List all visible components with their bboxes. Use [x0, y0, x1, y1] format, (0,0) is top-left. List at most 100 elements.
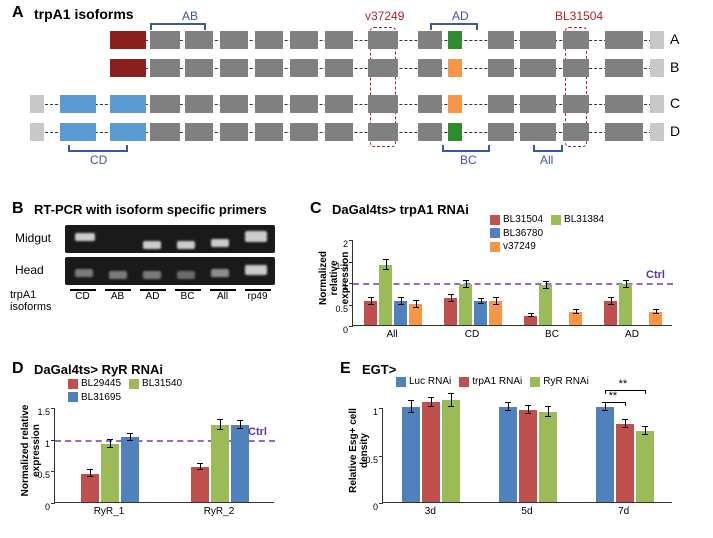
exon-gray: [325, 95, 353, 113]
dashed-v37249-label: v37249: [365, 9, 404, 23]
sig-bracket: [605, 390, 645, 391]
exon-gray: [290, 95, 318, 113]
chart-e: ****00.51Relative Esg+ celldensity3d5d7d…: [340, 362, 700, 522]
exon-gray: [368, 95, 398, 113]
error-cap: [408, 400, 414, 401]
bar: [211, 425, 229, 502]
exon-gray: [520, 59, 556, 77]
bar: [101, 444, 119, 502]
error-cap: [642, 434, 648, 435]
exon-colored: [448, 123, 462, 141]
ctrl-label: Ctrl: [248, 426, 267, 438]
bar: [539, 412, 557, 502]
chart-d: 00.511.5Normalized relativeexpressionCtr…: [12, 362, 312, 522]
exon-gray: [520, 123, 556, 141]
error-cap: [107, 439, 113, 440]
exon-gray: [488, 95, 514, 113]
exon-gray: [325, 59, 353, 77]
error-cap: [197, 463, 203, 464]
exon-gray: [185, 95, 213, 113]
bracket-ad: [430, 23, 478, 30]
legend-swatch: [68, 379, 78, 389]
error-cap: [398, 304, 404, 305]
error-cap: [217, 419, 223, 420]
error-cap: [545, 406, 551, 407]
exon-tail: [650, 95, 664, 113]
legend: BL29445BL31540BL31695: [68, 378, 268, 405]
sig-label: **: [609, 390, 618, 402]
exon-gray: [563, 31, 589, 49]
error-cap: [608, 304, 614, 305]
exon-blue: [60, 123, 96, 141]
lane-label: AD: [138, 291, 168, 302]
x-group-label: RyR_1: [54, 506, 164, 517]
exon-gray: [150, 95, 180, 113]
exon-red: [110, 31, 146, 49]
legend-swatch: [490, 228, 500, 238]
x-group-label: 3d: [382, 506, 479, 517]
error-cap: [408, 412, 414, 413]
bracket-ab: [150, 23, 206, 30]
bar: [474, 301, 487, 325]
gel-band: [143, 241, 161, 249]
bracket-bc: [442, 145, 490, 152]
bracket-ab-label: AB: [182, 9, 198, 23]
bar: [596, 407, 614, 502]
error-cap: [413, 307, 419, 308]
gel-band: [211, 269, 229, 277]
error-cap: [653, 313, 659, 314]
error-cap: [197, 469, 203, 470]
error-cap: [463, 280, 469, 281]
axes: [54, 408, 274, 503]
bar: [121, 437, 139, 502]
exon-gray: [150, 123, 180, 141]
legend-swatch: [530, 377, 540, 387]
bar: [81, 474, 99, 503]
iso-label-d: D: [670, 123, 703, 139]
x-group-label: BC: [512, 329, 592, 340]
error-cap: [127, 440, 133, 441]
bar: [422, 402, 440, 502]
error-cap: [505, 402, 511, 403]
error-cap: [428, 406, 434, 407]
gel-band: [143, 271, 161, 279]
legend-item: BL36780: [490, 228, 543, 239]
bar: [442, 400, 460, 502]
bar: [379, 265, 392, 325]
gel-band: [211, 239, 229, 247]
error-cap: [87, 469, 93, 470]
axes: ****: [382, 408, 672, 503]
gel-band: [177, 241, 195, 249]
bar: [499, 407, 517, 502]
gel-band: [75, 233, 95, 241]
exon-gray: [488, 123, 514, 141]
panel-b-label: B: [12, 200, 24, 218]
exon-gray: [520, 95, 556, 113]
bar: [489, 301, 502, 325]
error-cap: [448, 393, 454, 394]
sig-bracket: [605, 402, 625, 403]
exon-gray: [563, 59, 589, 77]
legend-item: RyR RNAi: [530, 376, 589, 387]
error-cap: [398, 297, 404, 298]
iso-label-b: B: [670, 59, 703, 75]
legend-swatch: [490, 242, 500, 252]
error-cap: [623, 287, 629, 288]
exon-gray: [488, 59, 514, 77]
error-cap: [368, 304, 374, 305]
legend-swatch: [490, 215, 500, 225]
error-cap: [448, 406, 454, 407]
exon-gray: [220, 59, 248, 77]
ytick-label: 0: [324, 325, 348, 335]
error-cap: [237, 428, 243, 429]
error-cap: [127, 433, 133, 434]
error-cap: [543, 281, 549, 282]
error-cap: [543, 288, 549, 289]
bar: [524, 316, 537, 325]
error-cap: [448, 301, 454, 302]
exon-gray: [220, 95, 248, 113]
error-cap: [87, 476, 93, 477]
error-cap: [478, 298, 484, 299]
bracket-all: [533, 145, 563, 152]
x-group-label: 5d: [479, 506, 576, 517]
